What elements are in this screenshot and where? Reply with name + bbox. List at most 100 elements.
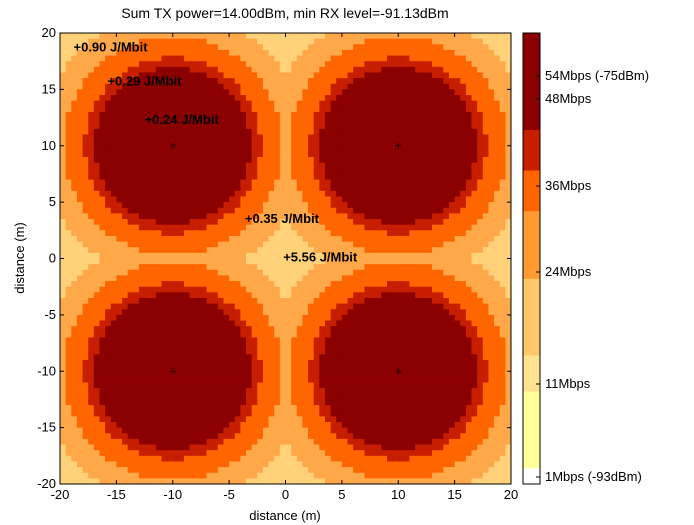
heatmap-cell	[347, 207, 354, 214]
heatmap-cell	[223, 72, 230, 79]
heatmap-cell	[324, 173, 331, 180]
heatmap-cell	[167, 162, 174, 169]
heatmap-cell	[189, 219, 196, 226]
heatmap-cell	[319, 134, 326, 141]
heatmap-cell	[200, 281, 207, 288]
heatmap-cell	[403, 455, 410, 462]
heatmap-cell	[274, 55, 281, 62]
heatmap-cell	[234, 202, 241, 209]
heatmap-cell	[229, 89, 236, 96]
heatmap-cell	[257, 354, 264, 361]
heatmap-cell	[268, 427, 275, 434]
heatmap-cell	[60, 359, 67, 367]
heatmap-cell	[133, 207, 140, 214]
heatmap-cell	[291, 219, 298, 226]
heatmap-cell	[65, 365, 72, 372]
heatmap-cell	[150, 399, 157, 406]
heatmap-cell	[212, 196, 219, 203]
heatmap-cell	[262, 399, 269, 406]
heatmap-cell	[279, 168, 286, 175]
heatmap-cell	[313, 95, 320, 102]
heatmap-cell	[347, 405, 354, 412]
heatmap-cell	[358, 281, 365, 288]
heatmap-cell	[189, 314, 196, 321]
heatmap-cell	[392, 179, 399, 186]
heatmap-cell	[240, 354, 247, 361]
heatmap-cell	[116, 128, 123, 135]
heatmap-cell	[99, 207, 106, 214]
heatmap-cell	[133, 83, 140, 90]
heatmap-cell	[296, 472, 303, 479]
heatmap-cell	[398, 314, 405, 321]
heatmap-cell	[234, 106, 241, 113]
heatmap-cell	[336, 38, 343, 45]
heatmap-cell	[347, 326, 354, 333]
heatmap-cell	[336, 106, 343, 113]
heatmap-cell	[172, 173, 179, 180]
heatmap-cell	[246, 173, 253, 180]
heatmap-cell	[330, 421, 337, 429]
heatmap-cell	[296, 450, 303, 457]
heatmap-cell	[172, 320, 179, 327]
heatmap-cell	[370, 202, 377, 209]
heatmap-cell	[409, 207, 416, 214]
heatmap-cell	[178, 320, 185, 327]
heatmap-cell	[246, 297, 253, 304]
heatmap-cell	[127, 66, 134, 73]
heatmap-cell	[144, 247, 151, 254]
heatmap-cell	[133, 44, 140, 51]
heatmap-cell	[324, 416, 331, 423]
heatmap-cell	[82, 376, 89, 383]
heatmap-cell	[82, 49, 89, 56]
heatmap-cell	[144, 134, 151, 141]
heatmap-cell	[398, 72, 405, 79]
heatmap-cell	[76, 438, 83, 445]
heatmap-cell	[99, 235, 106, 242]
heatmap-cell	[116, 320, 123, 327]
heatmap-cell	[347, 162, 354, 169]
heatmap-cell	[302, 416, 309, 423]
heatmap-cell	[195, 467, 202, 474]
heatmap-cell	[138, 241, 145, 248]
heatmap-cell	[279, 247, 286, 254]
heatmap-cell	[150, 421, 157, 429]
heatmap-cell	[122, 151, 129, 158]
heatmap-cell	[229, 123, 236, 130]
heatmap-cell	[71, 309, 78, 316]
heatmap-cell	[138, 320, 145, 327]
heatmap-cell	[319, 433, 326, 440]
heatmap-cell	[127, 467, 134, 474]
heatmap-cell	[65, 157, 72, 164]
heatmap-cell	[336, 286, 343, 293]
heatmap-cell	[223, 111, 230, 118]
heatmap-cell	[403, 111, 410, 118]
heatmap-cell	[93, 343, 100, 350]
heatmap-cell	[71, 252, 78, 259]
heatmap-cell	[246, 461, 253, 468]
heatmap-cell	[150, 230, 157, 237]
heatmap-cell	[138, 410, 145, 417]
heatmap-cell	[257, 393, 264, 400]
heatmap-cell	[65, 376, 72, 383]
heatmap-cell	[127, 145, 134, 152]
heatmap-cell	[167, 95, 174, 102]
heatmap-cell	[274, 173, 281, 180]
heatmap-cell	[122, 416, 129, 423]
heatmap-cell	[268, 157, 275, 164]
heatmap-cell	[308, 66, 315, 73]
heatmap-cell	[392, 151, 399, 158]
heatmap-cell	[262, 376, 269, 383]
heatmap-cell	[268, 235, 275, 242]
heatmap-cell	[155, 145, 162, 152]
heatmap-cell	[347, 196, 354, 203]
heatmap-cell	[172, 196, 179, 203]
heatmap-cell	[93, 33, 100, 40]
heatmap-cell	[189, 55, 196, 62]
heatmap-cell	[150, 55, 157, 62]
heatmap-cell	[105, 190, 112, 197]
heatmap-cell	[110, 128, 117, 135]
heatmap-cell	[150, 331, 157, 338]
heatmap-cell	[364, 382, 371, 389]
heatmap-cell	[234, 207, 241, 214]
heatmap-cell	[403, 275, 410, 282]
